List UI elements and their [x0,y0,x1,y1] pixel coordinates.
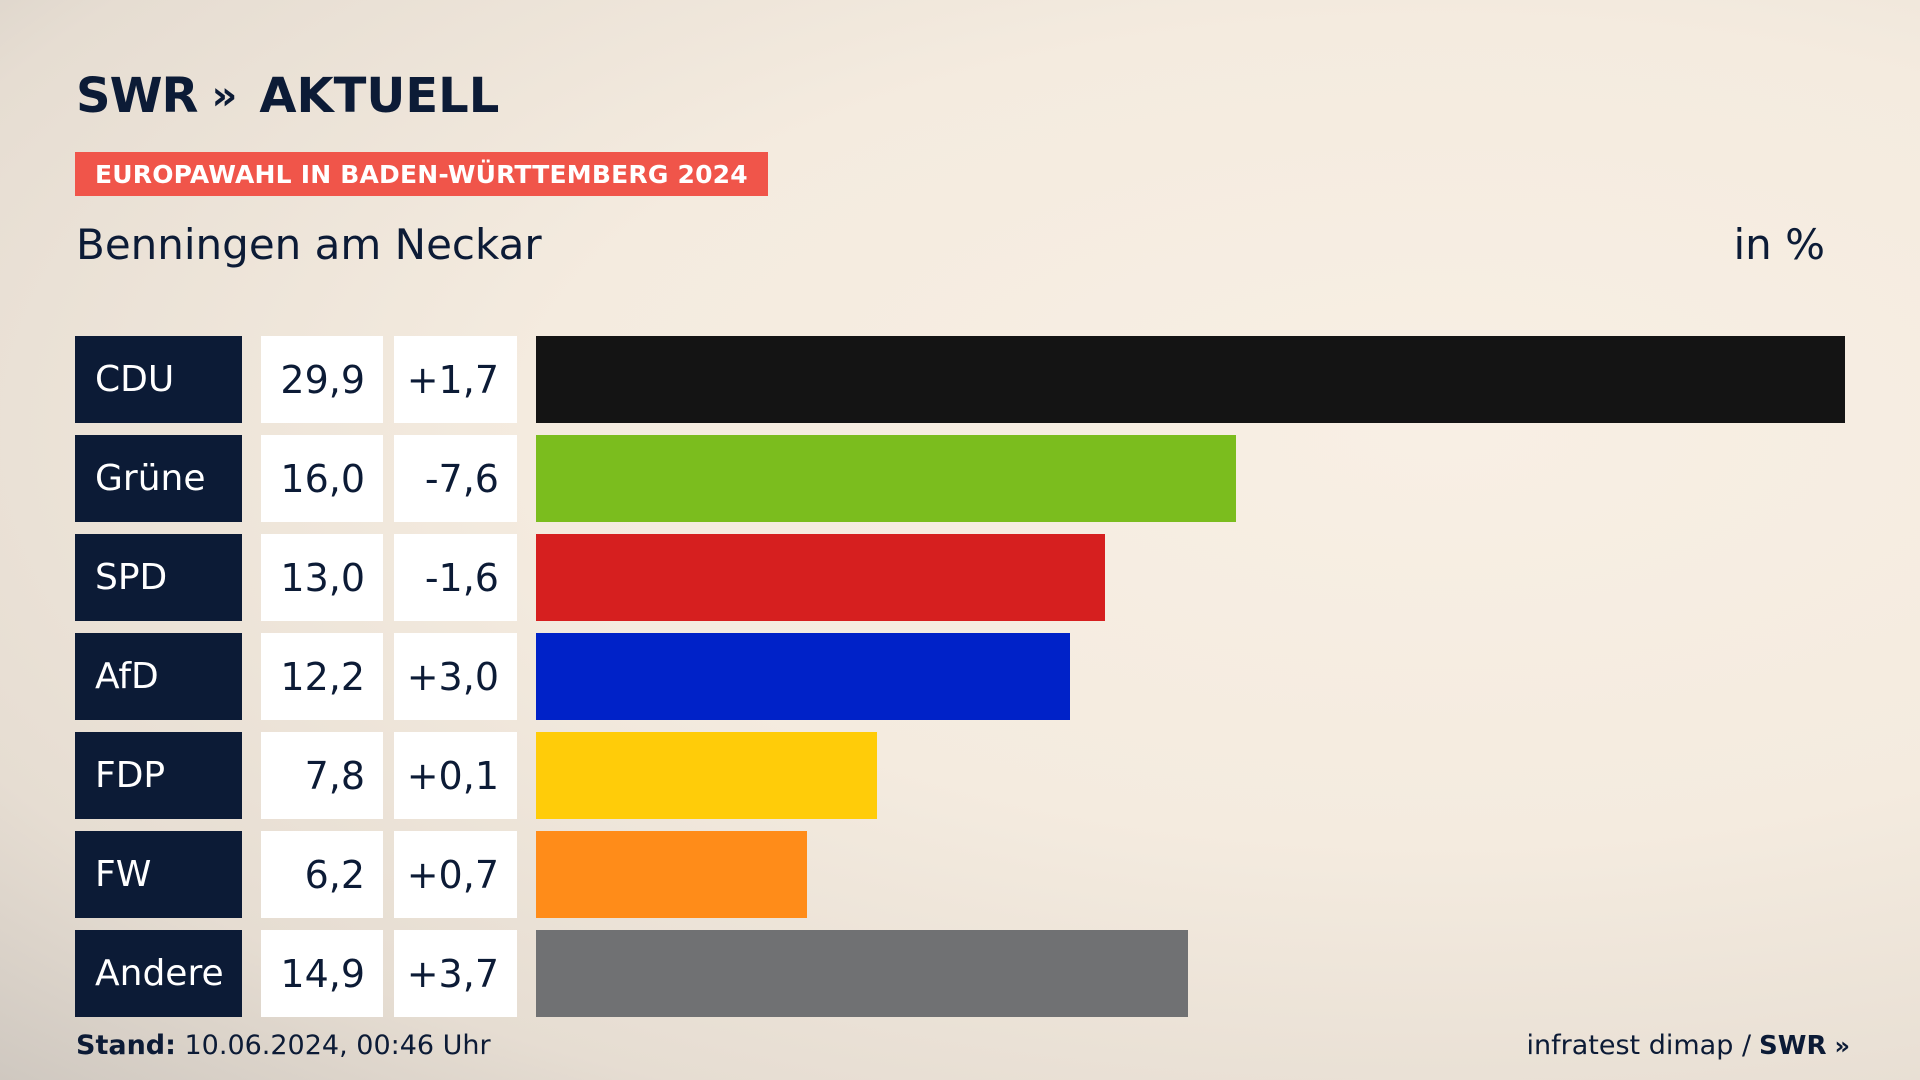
party-label: Andere [75,930,242,1017]
unit-label: in % [1733,220,1825,269]
chart-row: CDU 29,9 +1,7 [0,336,1920,423]
change-label: +1,7 [394,336,517,423]
value-label: 7,8 [261,732,383,819]
value-label: 6,2 [261,831,383,918]
value-label: 13,0 [261,534,383,621]
bar [536,534,1105,621]
footer-swr-logo: SWR [1759,1030,1827,1061]
bar [536,435,1236,522]
change-label: +3,7 [394,930,517,1017]
value-label: 12,2 [261,633,383,720]
stand-value: 10.06.2024, 00:46 Uhr [175,1030,491,1061]
logo-swr-text: SWR [76,68,198,124]
bar [536,831,807,918]
chart-row: SPD 13,0 -1,6 [0,534,1920,621]
bar [536,930,1188,1017]
chart-row: AfD 12,2 +3,0 [0,633,1920,720]
timestamp: Stand: 10.06.2024, 00:46 Uhr [76,1030,491,1061]
party-label: CDU [75,336,242,423]
logo-aktuell-text: AKTUELL [259,68,500,124]
party-label: FW [75,831,242,918]
value-label: 16,0 [261,435,383,522]
party-label: Grüne [75,435,242,522]
party-label: FDP [75,732,242,819]
party-label: SPD [75,534,242,621]
stand-label: Stand: [76,1030,176,1061]
change-label: +0,1 [394,732,517,819]
source-text: infratest dimap / [1526,1030,1752,1061]
bar [536,633,1070,720]
chart-row: FW 6,2 +0,7 [0,831,1920,918]
chart-row: Grüne 16,0 -7,6 [0,435,1920,522]
chevron-right-icon: » [211,73,237,119]
bar [536,336,1845,423]
page-title: Benningen am Neckar [76,220,542,269]
swr-aktuell-logo: SWR » AKTUELL [76,68,499,124]
source-credit: infratest dimap / SWR» [1526,1030,1850,1061]
bar [536,732,877,819]
change-label: -7,6 [394,435,517,522]
party-label: AfD [75,633,242,720]
value-label: 14,9 [261,930,383,1017]
chevron-right-icon: » [1834,1031,1849,1060]
election-tag: EUROPAWAHL IN BADEN-WÜRTTEMBERG 2024 [75,152,768,196]
chart-row: Andere 14,9 +3,7 [0,930,1920,1017]
change-label: -1,6 [394,534,517,621]
value-label: 29,9 [261,336,383,423]
change-label: +0,7 [394,831,517,918]
chart-row: FDP 7,8 +0,1 [0,732,1920,819]
change-label: +3,0 [394,633,517,720]
